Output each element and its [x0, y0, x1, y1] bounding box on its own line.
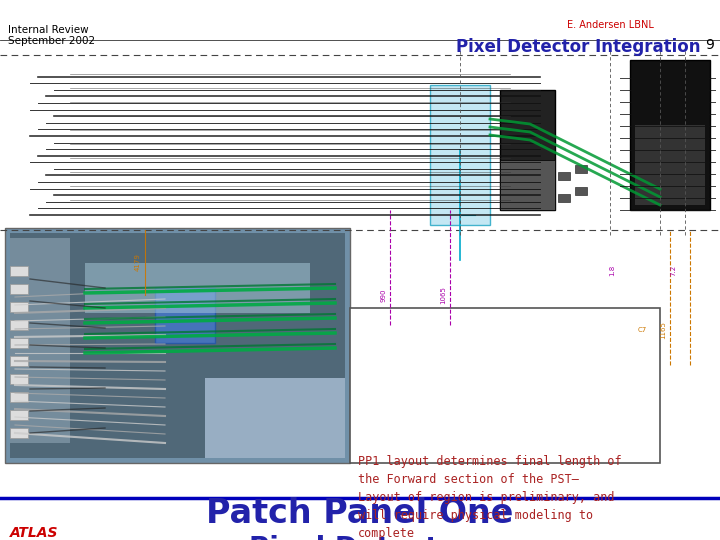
Bar — [155, 288, 215, 343]
Text: 9: 9 — [705, 38, 714, 52]
Bar — [10, 338, 28, 348]
Bar — [350, 308, 660, 463]
Bar — [630, 60, 710, 210]
Bar — [205, 378, 345, 458]
Bar — [575, 165, 587, 173]
Text: Patch Panel One: Patch Panel One — [207, 497, 513, 530]
Bar — [10, 356, 28, 366]
Bar — [10, 392, 28, 402]
Bar — [5, 228, 350, 463]
Text: 4179: 4179 — [135, 253, 141, 271]
Text: ATLAS: ATLAS — [10, 526, 58, 540]
Text: C7: C7 — [638, 327, 647, 333]
Text: E. Andersen LBNL: E. Andersen LBNL — [567, 20, 654, 30]
Bar — [558, 172, 570, 180]
Bar — [10, 266, 28, 276]
Text: Internal Review: Internal Review — [8, 25, 89, 35]
Bar — [558, 194, 570, 202]
Bar — [10, 302, 28, 312]
Bar — [10, 320, 28, 330]
Text: Pixel Detector: Pixel Detector — [248, 535, 472, 540]
Bar — [10, 428, 28, 438]
Bar — [10, 233, 345, 458]
Text: PP1 layout determines final length of
the Forward section of the PST—
Layout of : PP1 layout determines final length of th… — [358, 455, 621, 540]
Text: September 2002: September 2002 — [8, 36, 95, 46]
Bar — [575, 187, 587, 195]
Text: Pixel Detector Integration: Pixel Detector Integration — [456, 38, 700, 56]
Text: 1065: 1065 — [440, 286, 446, 304]
Text: 990: 990 — [380, 288, 386, 302]
Bar — [10, 410, 28, 420]
Text: 1.8: 1.8 — [609, 265, 615, 275]
Bar — [500, 90, 555, 210]
Bar — [500, 160, 555, 210]
Bar — [85, 263, 310, 313]
Bar — [430, 85, 490, 225]
Bar — [635, 125, 705, 205]
Bar — [10, 374, 28, 384]
Bar — [10, 238, 70, 443]
Text: 7.2: 7.2 — [670, 265, 676, 275]
Text: 1165: 1165 — [660, 321, 666, 339]
Bar — [10, 284, 28, 294]
